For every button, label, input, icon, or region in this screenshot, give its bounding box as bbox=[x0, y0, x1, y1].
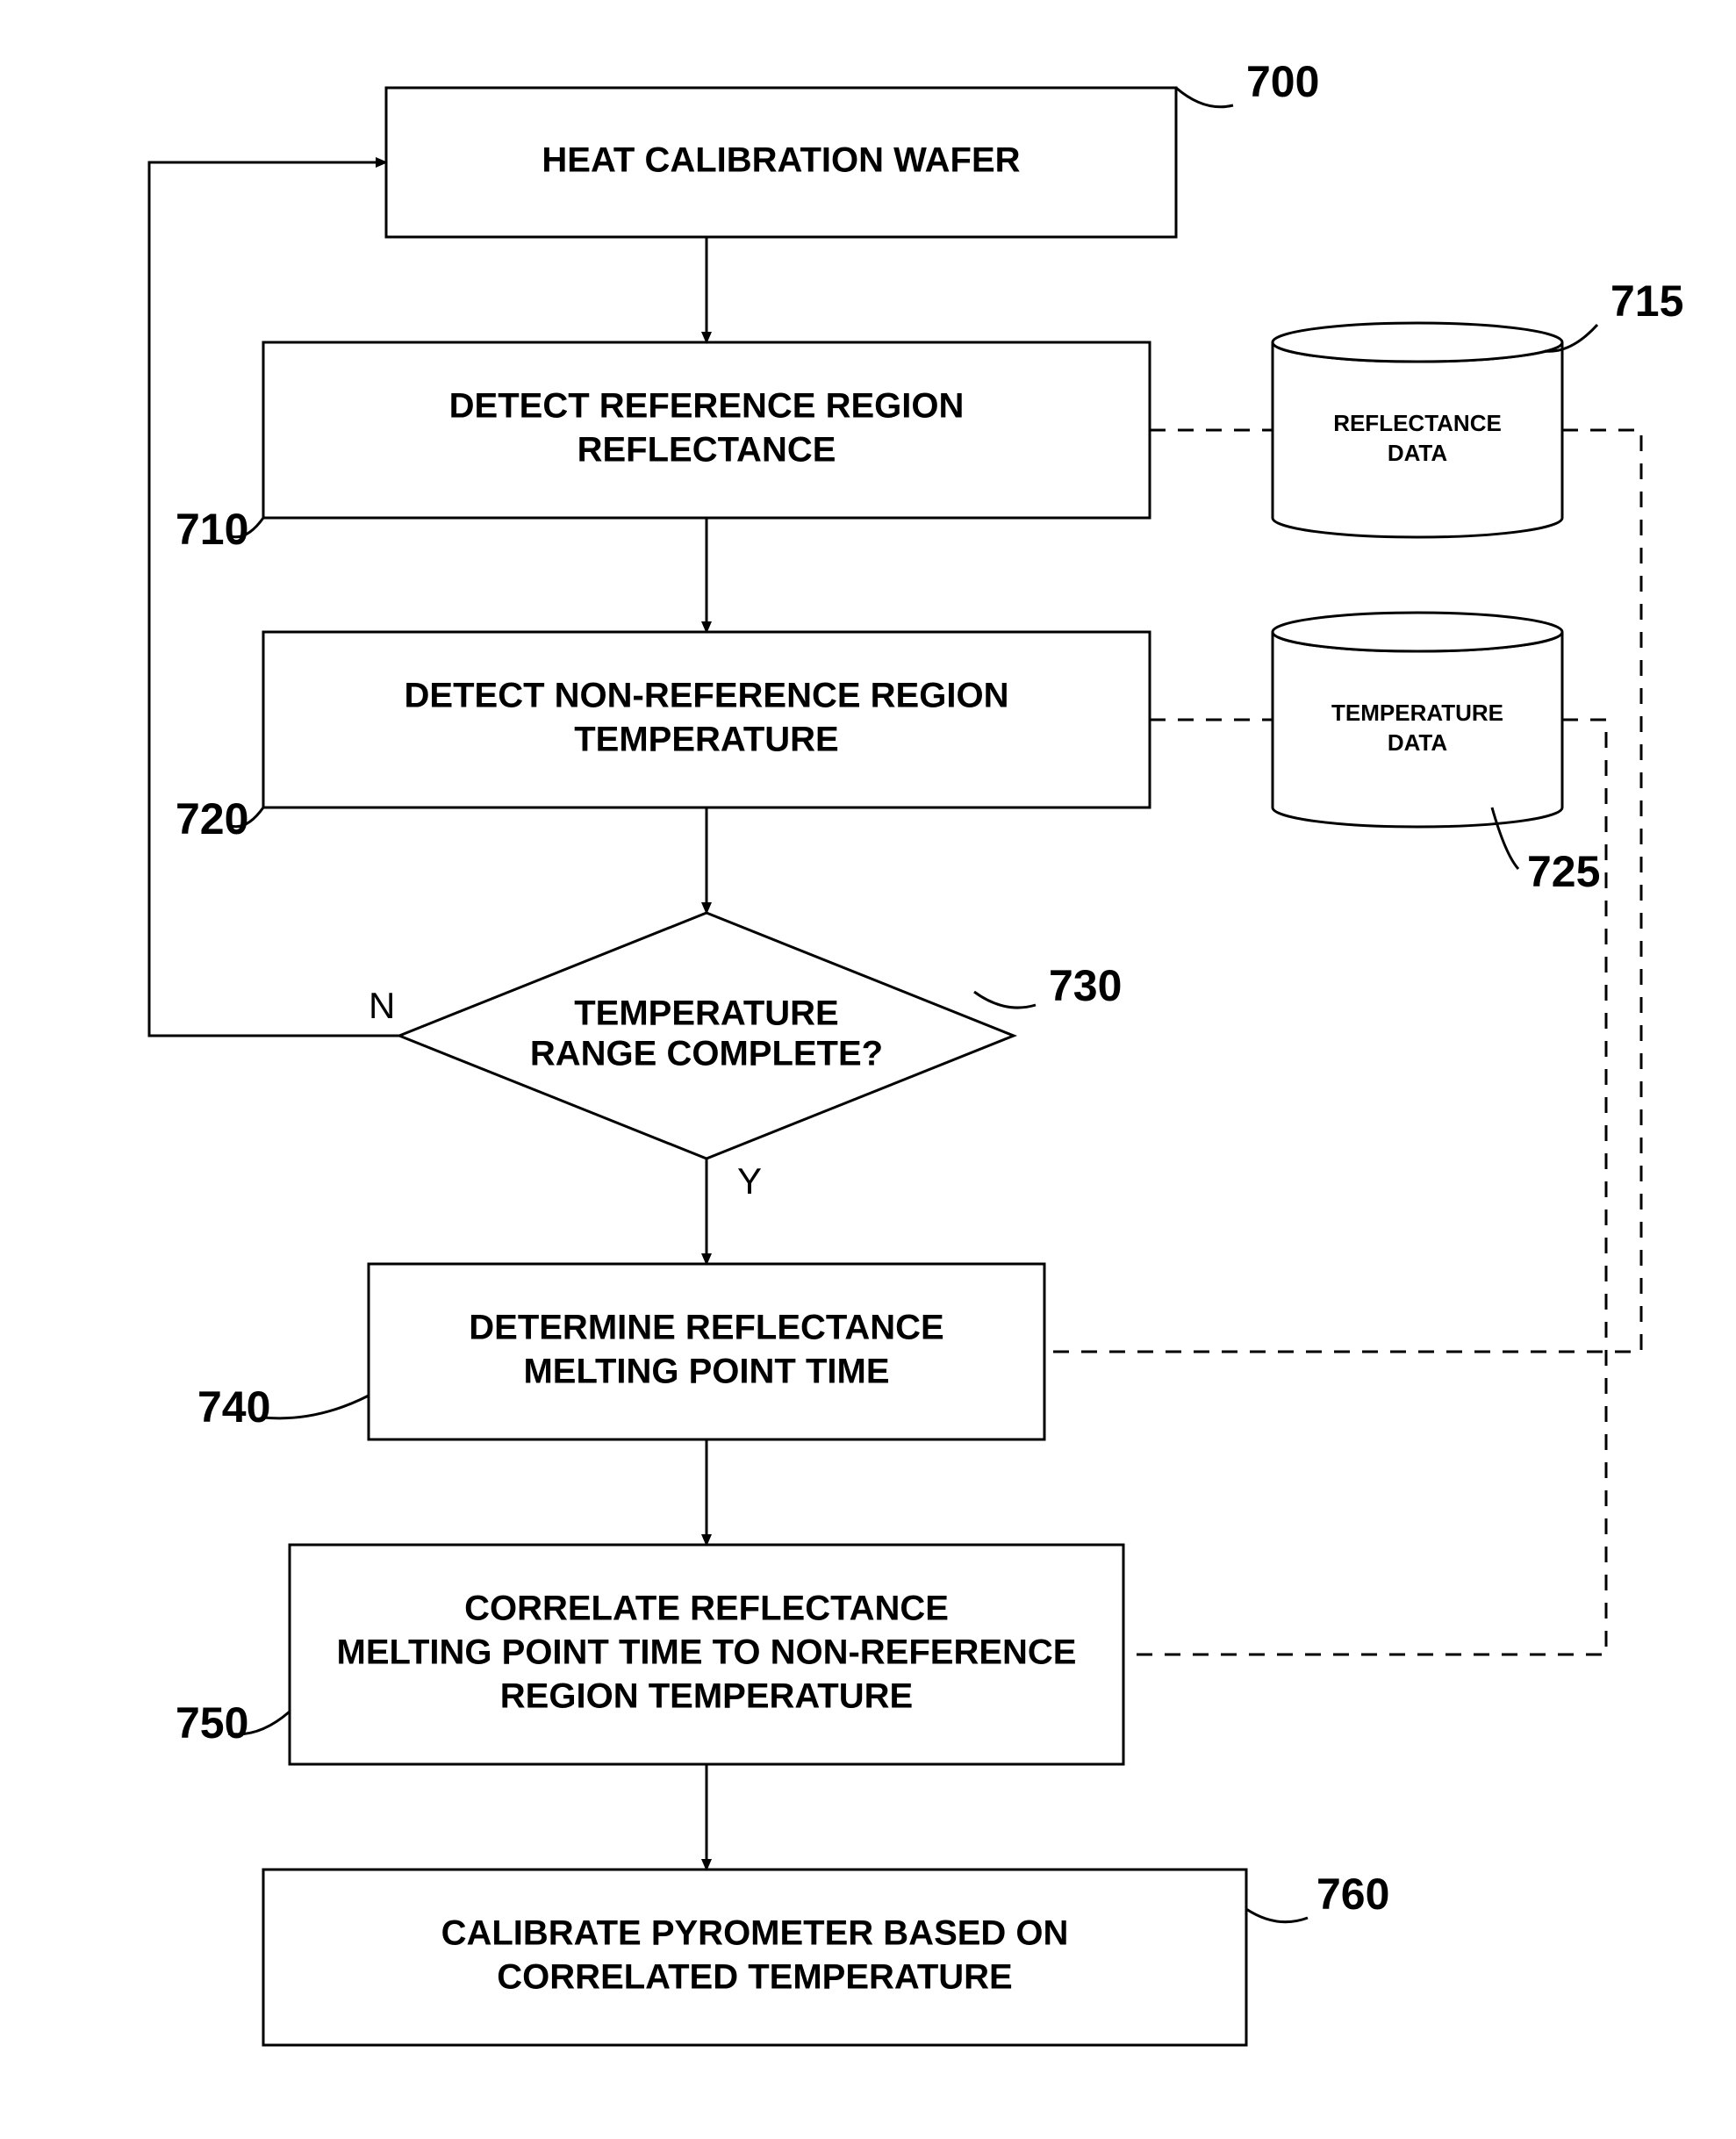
svg-text:REFLECTANCE: REFLECTANCE bbox=[1333, 410, 1502, 436]
ref-715: 715 bbox=[1545, 276, 1683, 351]
svg-text:725: 725 bbox=[1527, 847, 1600, 896]
svg-text:710: 710 bbox=[176, 505, 248, 554]
ref-750: 750 bbox=[176, 1698, 290, 1748]
svg-text:N: N bbox=[369, 985, 395, 1026]
ref-700: 700 bbox=[1176, 57, 1319, 107]
svg-text:Y: Y bbox=[737, 1160, 762, 1202]
svg-text:740: 740 bbox=[197, 1382, 270, 1432]
svg-text:REGION TEMPERATURE: REGION TEMPERATURE bbox=[500, 1677, 913, 1716]
svg-text:MELTING POINT TIME TO NON-REFE: MELTING POINT TIME TO NON-REFERENCE bbox=[337, 1633, 1077, 1672]
svg-text:760: 760 bbox=[1316, 1870, 1389, 1919]
svg-text:DATA: DATA bbox=[1388, 440, 1448, 466]
svg-text:CORRELATE REFLECTANCE: CORRELATE REFLECTANCE bbox=[464, 1590, 949, 1628]
svg-text:DETECT NON-REFERENCE REGION: DETECT NON-REFERENCE REGION bbox=[405, 677, 1009, 715]
ref-760: 760 bbox=[1246, 1870, 1389, 1922]
svg-text:715: 715 bbox=[1610, 276, 1683, 326]
d725: TEMPERATURE DATA bbox=[1273, 613, 1562, 827]
svg-text:DATA: DATA bbox=[1388, 729, 1448, 756]
ref-720: 720 bbox=[176, 794, 263, 843]
svg-text:DETECT REFERENCE REGION: DETECT REFERENCE REGION bbox=[449, 387, 965, 426]
b750: CORRELATE REFLECTANCE MELTING POINT TIME … bbox=[290, 1545, 1123, 1764]
svg-text:700: 700 bbox=[1246, 57, 1319, 106]
ref-710: 710 bbox=[176, 505, 263, 554]
svg-text:TEMPERATURE: TEMPERATURE bbox=[574, 721, 838, 759]
svg-text:CORRELATED TEMPERATURE: CORRELATED TEMPERATURE bbox=[497, 1958, 1012, 1997]
svg-text:730: 730 bbox=[1049, 961, 1122, 1010]
b740: DETERMINE REFLECTANCE MELTING POINT TIME bbox=[369, 1264, 1044, 1439]
svg-text:750: 750 bbox=[176, 1698, 248, 1748]
svg-text:TEMPERATURE: TEMPERATURE bbox=[574, 994, 838, 1033]
svg-text:720: 720 bbox=[176, 794, 248, 843]
svg-text:HEAT CALIBRATION WAFER: HEAT CALIBRATION WAFER bbox=[542, 141, 1020, 180]
ref-730: 730 bbox=[974, 961, 1122, 1010]
svg-text:CALIBRATE PYROMETER BASED ON: CALIBRATE PYROMETER BASED ON bbox=[441, 1914, 1069, 1953]
arrow-a4: Y bbox=[707, 1159, 762, 1264]
svg-text:MELTING POINT TIME: MELTING POINT TIME bbox=[523, 1353, 889, 1391]
d715: REFLECTANCE DATA bbox=[1273, 323, 1562, 537]
svg-text:REFLECTANCE: REFLECTANCE bbox=[577, 431, 836, 470]
b760: CALIBRATE PYROMETER BASED ON CORRELATED T… bbox=[263, 1870, 1246, 2045]
b710: DETECT REFERENCE REGION REFLECTANCE bbox=[263, 342, 1150, 518]
svg-text:TEMPERATURE: TEMPERATURE bbox=[1331, 700, 1503, 726]
arrow-loop: N bbox=[149, 162, 399, 1036]
svg-text:RANGE COMPLETE?: RANGE COMPLETE? bbox=[530, 1035, 883, 1073]
b700: HEAT CALIBRATION WAFER bbox=[386, 88, 1176, 237]
b720: DETECT NON-REFERENCE REGION TEMPERATURE bbox=[263, 632, 1150, 808]
ref-740: 740 bbox=[197, 1382, 369, 1432]
svg-text:DETERMINE REFLECTANCE: DETERMINE REFLECTANCE bbox=[469, 1309, 943, 1347]
b730: TEMPERATURERANGE COMPLETE? bbox=[399, 913, 1014, 1159]
